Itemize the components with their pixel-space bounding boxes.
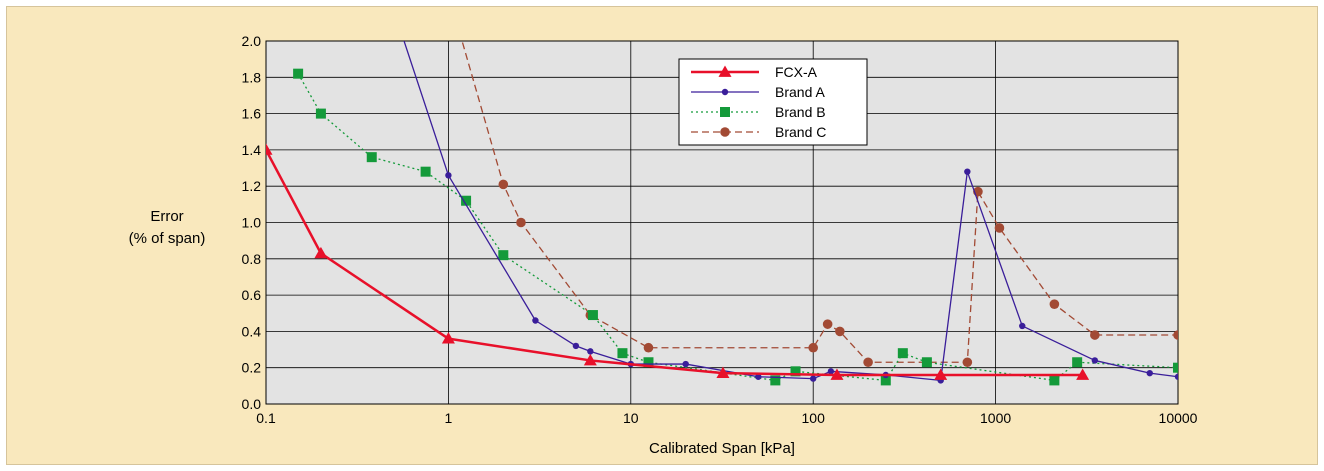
- data-point: [755, 373, 762, 380]
- data-point: [1173, 362, 1178, 373]
- data-point: [808, 342, 818, 353]
- y-tick-label: 1.8: [242, 69, 262, 85]
- data-point: [822, 319, 833, 329]
- legend-label: FCX-A: [775, 64, 818, 80]
- data-point: [880, 375, 891, 386]
- data-point: [790, 366, 801, 377]
- data-point: [1049, 299, 1060, 309]
- x-tick-label: 10000: [1159, 410, 1198, 426]
- legend: [678, 58, 868, 146]
- data-point: [461, 195, 472, 206]
- data-point: [1019, 322, 1026, 330]
- data-point: [994, 223, 1005, 233]
- data-point: [1090, 330, 1100, 340]
- data-point: [314, 246, 328, 259]
- data-point: [293, 68, 304, 79]
- plot-border: [265, 40, 1179, 405]
- data-point: [934, 368, 948, 380]
- data-point: [770, 375, 781, 386]
- data-point: [587, 310, 598, 321]
- y-tick-label: 1.4: [242, 142, 262, 158]
- y-tick-label: 1.0: [242, 215, 262, 231]
- data-point: [583, 353, 597, 366]
- legend-marker: [721, 88, 729, 96]
- y-tick-label: 0.0: [242, 396, 262, 412]
- chart-frame: 0.0 0.2 0.4 0.6 0.8 1.0 1.2 1.4 1.6 1.8 2.0 0.1 1 10 1…: [6, 6, 1318, 465]
- data-point: [420, 166, 431, 177]
- data-point: [1174, 373, 1178, 380]
- data-point: [964, 168, 971, 175]
- y-tick-label: 0.6: [242, 287, 262, 303]
- legend-entry: Brand B: [691, 104, 826, 120]
- data-point: [532, 317, 539, 324]
- x-tick-label: 1: [445, 410, 453, 426]
- y-tick-label: 0.4: [242, 323, 262, 339]
- legend-marker: [720, 127, 730, 137]
- data-point: [315, 108, 326, 119]
- y-axis-label-line-1: Error: [150, 208, 183, 225]
- data-point: [827, 368, 835, 375]
- data-point: [643, 342, 654, 353]
- data-point: [830, 368, 844, 380]
- legend-label: Brand A: [775, 84, 825, 100]
- y-tick-label: 1.6: [242, 106, 262, 122]
- legend-entry: Brand A: [691, 84, 825, 100]
- y-tick-label: 0.2: [242, 360, 262, 376]
- data-point: [366, 152, 377, 163]
- x-tick-label: 100: [802, 410, 826, 426]
- series-fcx-a: [266, 143, 1090, 380]
- legend-marker: [720, 107, 730, 117]
- data-point: [617, 348, 628, 359]
- data-point: [516, 217, 526, 228]
- y-tick-label: 1.2: [242, 178, 262, 194]
- data-point: [572, 342, 580, 350]
- data-point: [682, 360, 689, 368]
- data-point: [1072, 357, 1083, 368]
- line-chart: 0.0 0.2 0.4 0.6 0.8 1.0 1.2 1.4 1.6 1.8 2.0 0.1 1 10 1…: [129, 33, 1198, 457]
- legend-entry: FCX-A: [691, 64, 818, 80]
- data-point: [643, 357, 654, 368]
- y-axis-label-line-2: (% of span): [129, 230, 206, 247]
- data-point: [441, 332, 455, 344]
- data-point: [498, 179, 509, 190]
- x-tick-label: 1000: [980, 410, 1011, 426]
- series-brand-a: [403, 41, 1178, 384]
- data-point: [498, 250, 509, 261]
- series-line: [266, 149, 1083, 377]
- legend-label: Brand C: [775, 124, 826, 140]
- data-point: [445, 172, 452, 179]
- legend-entry: Brand C: [691, 124, 826, 140]
- data-point: [835, 326, 845, 337]
- y-tick-label: 2.0: [242, 33, 262, 49]
- data-point: [810, 375, 817, 382]
- series-brand-b: [293, 68, 1178, 386]
- data-point: [1146, 369, 1153, 377]
- series-brand-c: [461, 41, 1178, 368]
- data-point: [1076, 368, 1090, 380]
- series-line: [297, 73, 1178, 382]
- data-point: [921, 357, 932, 368]
- legend-label: Brand B: [775, 104, 826, 120]
- y-tick-label: 0.8: [242, 251, 262, 267]
- data-point: [587, 348, 594, 355]
- x-tick-label: 10: [623, 410, 639, 426]
- data-point: [266, 143, 273, 155]
- data-point: [897, 348, 908, 359]
- data-point: [1049, 375, 1060, 386]
- data-point: [1173, 330, 1178, 340]
- x-axis-label: Calibrated Span [kPa]: [649, 440, 795, 457]
- data-point: [1091, 357, 1099, 364]
- x-tick-label: 0.1: [256, 410, 276, 426]
- data-point: [962, 357, 973, 368]
- data-point: [863, 357, 873, 368]
- legend-marker: [718, 65, 732, 77]
- data-point: [716, 366, 730, 379]
